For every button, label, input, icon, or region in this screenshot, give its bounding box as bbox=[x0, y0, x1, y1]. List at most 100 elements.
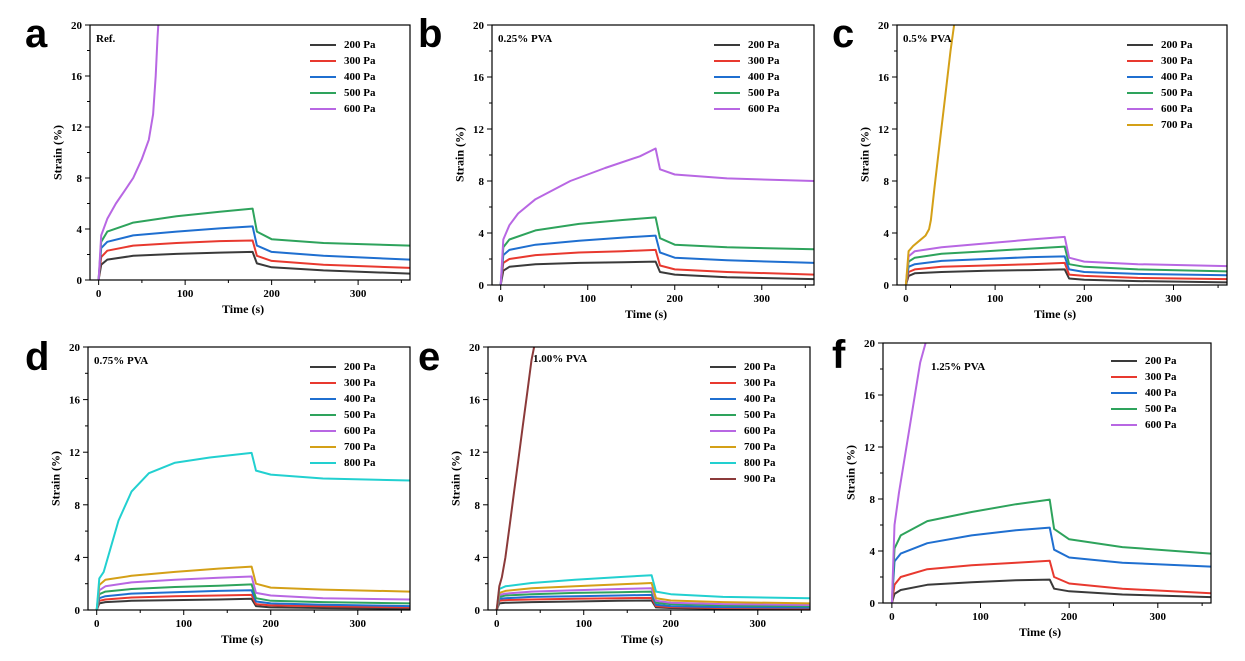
panel-letter: d bbox=[25, 335, 50, 379]
legend-swatch bbox=[310, 108, 336, 110]
legend-swatch bbox=[1111, 360, 1137, 362]
legend-item: 700 Pa bbox=[310, 439, 375, 455]
legend: 200 Pa 300 Pa 400 Pa 500 Pa 600 Pa 700 Pa bbox=[1127, 37, 1192, 133]
legend-label: 600 Pa bbox=[344, 103, 376, 115]
series-line-400-pa bbox=[495, 593, 810, 610]
legend-swatch bbox=[310, 414, 336, 416]
legend-swatch bbox=[710, 446, 736, 448]
x-tick-label: 300 bbox=[754, 293, 771, 305]
legend-label: 200 Pa bbox=[744, 361, 776, 373]
y-tick-label: 4 bbox=[475, 552, 481, 564]
y-tick-label: 4 bbox=[884, 228, 890, 240]
series-line-300-pa bbox=[904, 261, 1227, 285]
legend-item: 300 Pa bbox=[310, 375, 375, 391]
y-tick-label: 20 bbox=[878, 20, 890, 32]
legend-swatch bbox=[1111, 376, 1137, 378]
series-line-700-pa bbox=[495, 582, 810, 610]
x-axis-label: Time (s) bbox=[222, 302, 265, 316]
legend-label: 400 Pa bbox=[744, 393, 776, 405]
panel-letter: c bbox=[832, 12, 855, 56]
y-tick-label: 16 bbox=[71, 71, 83, 83]
legend-label: 200 Pa bbox=[1145, 355, 1177, 367]
legend-label: 500 Pa bbox=[748, 87, 780, 99]
legend-label: 900 Pa bbox=[744, 473, 776, 485]
x-tick-label: 300 bbox=[1165, 293, 1182, 305]
legend-swatch bbox=[1127, 124, 1153, 126]
legend-swatch bbox=[714, 108, 740, 110]
series-line-700-pa bbox=[904, 25, 956, 285]
legend-label: 800 Pa bbox=[344, 457, 376, 469]
series-line-700-pa bbox=[95, 565, 410, 610]
legend-item: 500 Pa bbox=[310, 85, 375, 101]
legend-swatch bbox=[714, 60, 740, 62]
y-tick-label: 8 bbox=[475, 500, 481, 512]
legend-item: 400 Pa bbox=[310, 69, 375, 85]
x-tick-label: 100 bbox=[579, 293, 596, 305]
y-tick-label: 4 bbox=[870, 546, 876, 558]
legend-swatch bbox=[1111, 392, 1137, 394]
legend-item: 600 Pa bbox=[1111, 417, 1176, 433]
series-line-600-pa bbox=[495, 587, 810, 610]
legend-item: 500 Pa bbox=[310, 407, 375, 423]
x-tick-label: 100 bbox=[177, 288, 194, 300]
y-tick-label: 16 bbox=[864, 390, 876, 402]
legend-item: 500 Pa bbox=[1111, 401, 1176, 417]
legend-label: 700 Pa bbox=[344, 441, 376, 453]
series-line-500-pa bbox=[499, 216, 814, 285]
series-line-400-pa bbox=[890, 526, 1211, 603]
legend-item: 700 Pa bbox=[710, 439, 775, 455]
x-axis-label: Time (s) bbox=[621, 632, 664, 646]
legend-item: 200 Pa bbox=[310, 37, 375, 53]
legend-swatch bbox=[310, 92, 336, 94]
series-line-500-pa bbox=[97, 207, 410, 280]
legend-label: 200 Pa bbox=[344, 361, 376, 373]
series-line-500-pa bbox=[904, 245, 1227, 285]
legend-label: 400 Pa bbox=[1145, 387, 1177, 399]
x-axis-label: Time (s) bbox=[625, 307, 668, 321]
y-tick-label: 0 bbox=[77, 275, 83, 287]
legend-item: 500 Pa bbox=[714, 85, 779, 101]
legend-swatch bbox=[710, 414, 736, 416]
legend: 200 Pa 300 Pa 400 Pa 500 Pa 600 Pa 700 Pa 800 … bbox=[710, 359, 775, 487]
legend-label: 600 Pa bbox=[748, 103, 780, 115]
legend-item: 300 Pa bbox=[1111, 369, 1176, 385]
legend-swatch bbox=[1127, 60, 1153, 62]
legend-item: 600 Pa bbox=[310, 423, 375, 439]
x-axis-label: Time (s) bbox=[221, 632, 264, 646]
y-tick-label: 8 bbox=[77, 173, 83, 185]
x-tick-label: 200 bbox=[663, 618, 680, 630]
legend-swatch bbox=[310, 366, 336, 368]
legend-item: 400 Pa bbox=[310, 391, 375, 407]
y-tick-label: 20 bbox=[473, 20, 485, 32]
series-line-200-pa bbox=[499, 260, 814, 285]
y-axis-label: Strain (%) bbox=[843, 445, 858, 500]
y-tick-label: 8 bbox=[75, 500, 81, 512]
legend: 200 Pa 300 Pa 400 Pa 500 Pa 600 Pa bbox=[310, 37, 375, 117]
y-tick-label: 12 bbox=[878, 124, 890, 136]
x-tick-label: 0 bbox=[494, 618, 500, 630]
series-line-200-pa bbox=[95, 597, 410, 610]
y-tick-label: 12 bbox=[69, 447, 81, 459]
legend-swatch bbox=[714, 76, 740, 78]
x-tick-label: 200 bbox=[667, 293, 684, 305]
legend-swatch bbox=[310, 76, 336, 78]
series-line-400-pa bbox=[499, 234, 814, 285]
legend-label: 200 Pa bbox=[1161, 39, 1193, 51]
legend-item: 300 Pa bbox=[310, 53, 375, 69]
x-tick-label: 100 bbox=[175, 618, 192, 630]
legend-label: 300 Pa bbox=[748, 55, 780, 67]
series-line-500-pa bbox=[95, 583, 410, 610]
sample-label: 1.25% PVA bbox=[931, 361, 986, 373]
series-line-300-pa bbox=[97, 239, 410, 280]
legend-swatch bbox=[710, 382, 736, 384]
y-tick-label: 16 bbox=[69, 395, 81, 407]
series-line-400-pa bbox=[97, 225, 410, 280]
legend-item: 700 Pa bbox=[1127, 117, 1192, 133]
legend-item: 900 Pa bbox=[710, 471, 775, 487]
legend-label: 600 Pa bbox=[744, 425, 776, 437]
x-tick-label: 0 bbox=[96, 288, 102, 300]
series-line-600-pa bbox=[95, 575, 410, 610]
series-line-600-pa bbox=[499, 147, 814, 285]
legend-label: 500 Pa bbox=[1161, 87, 1193, 99]
